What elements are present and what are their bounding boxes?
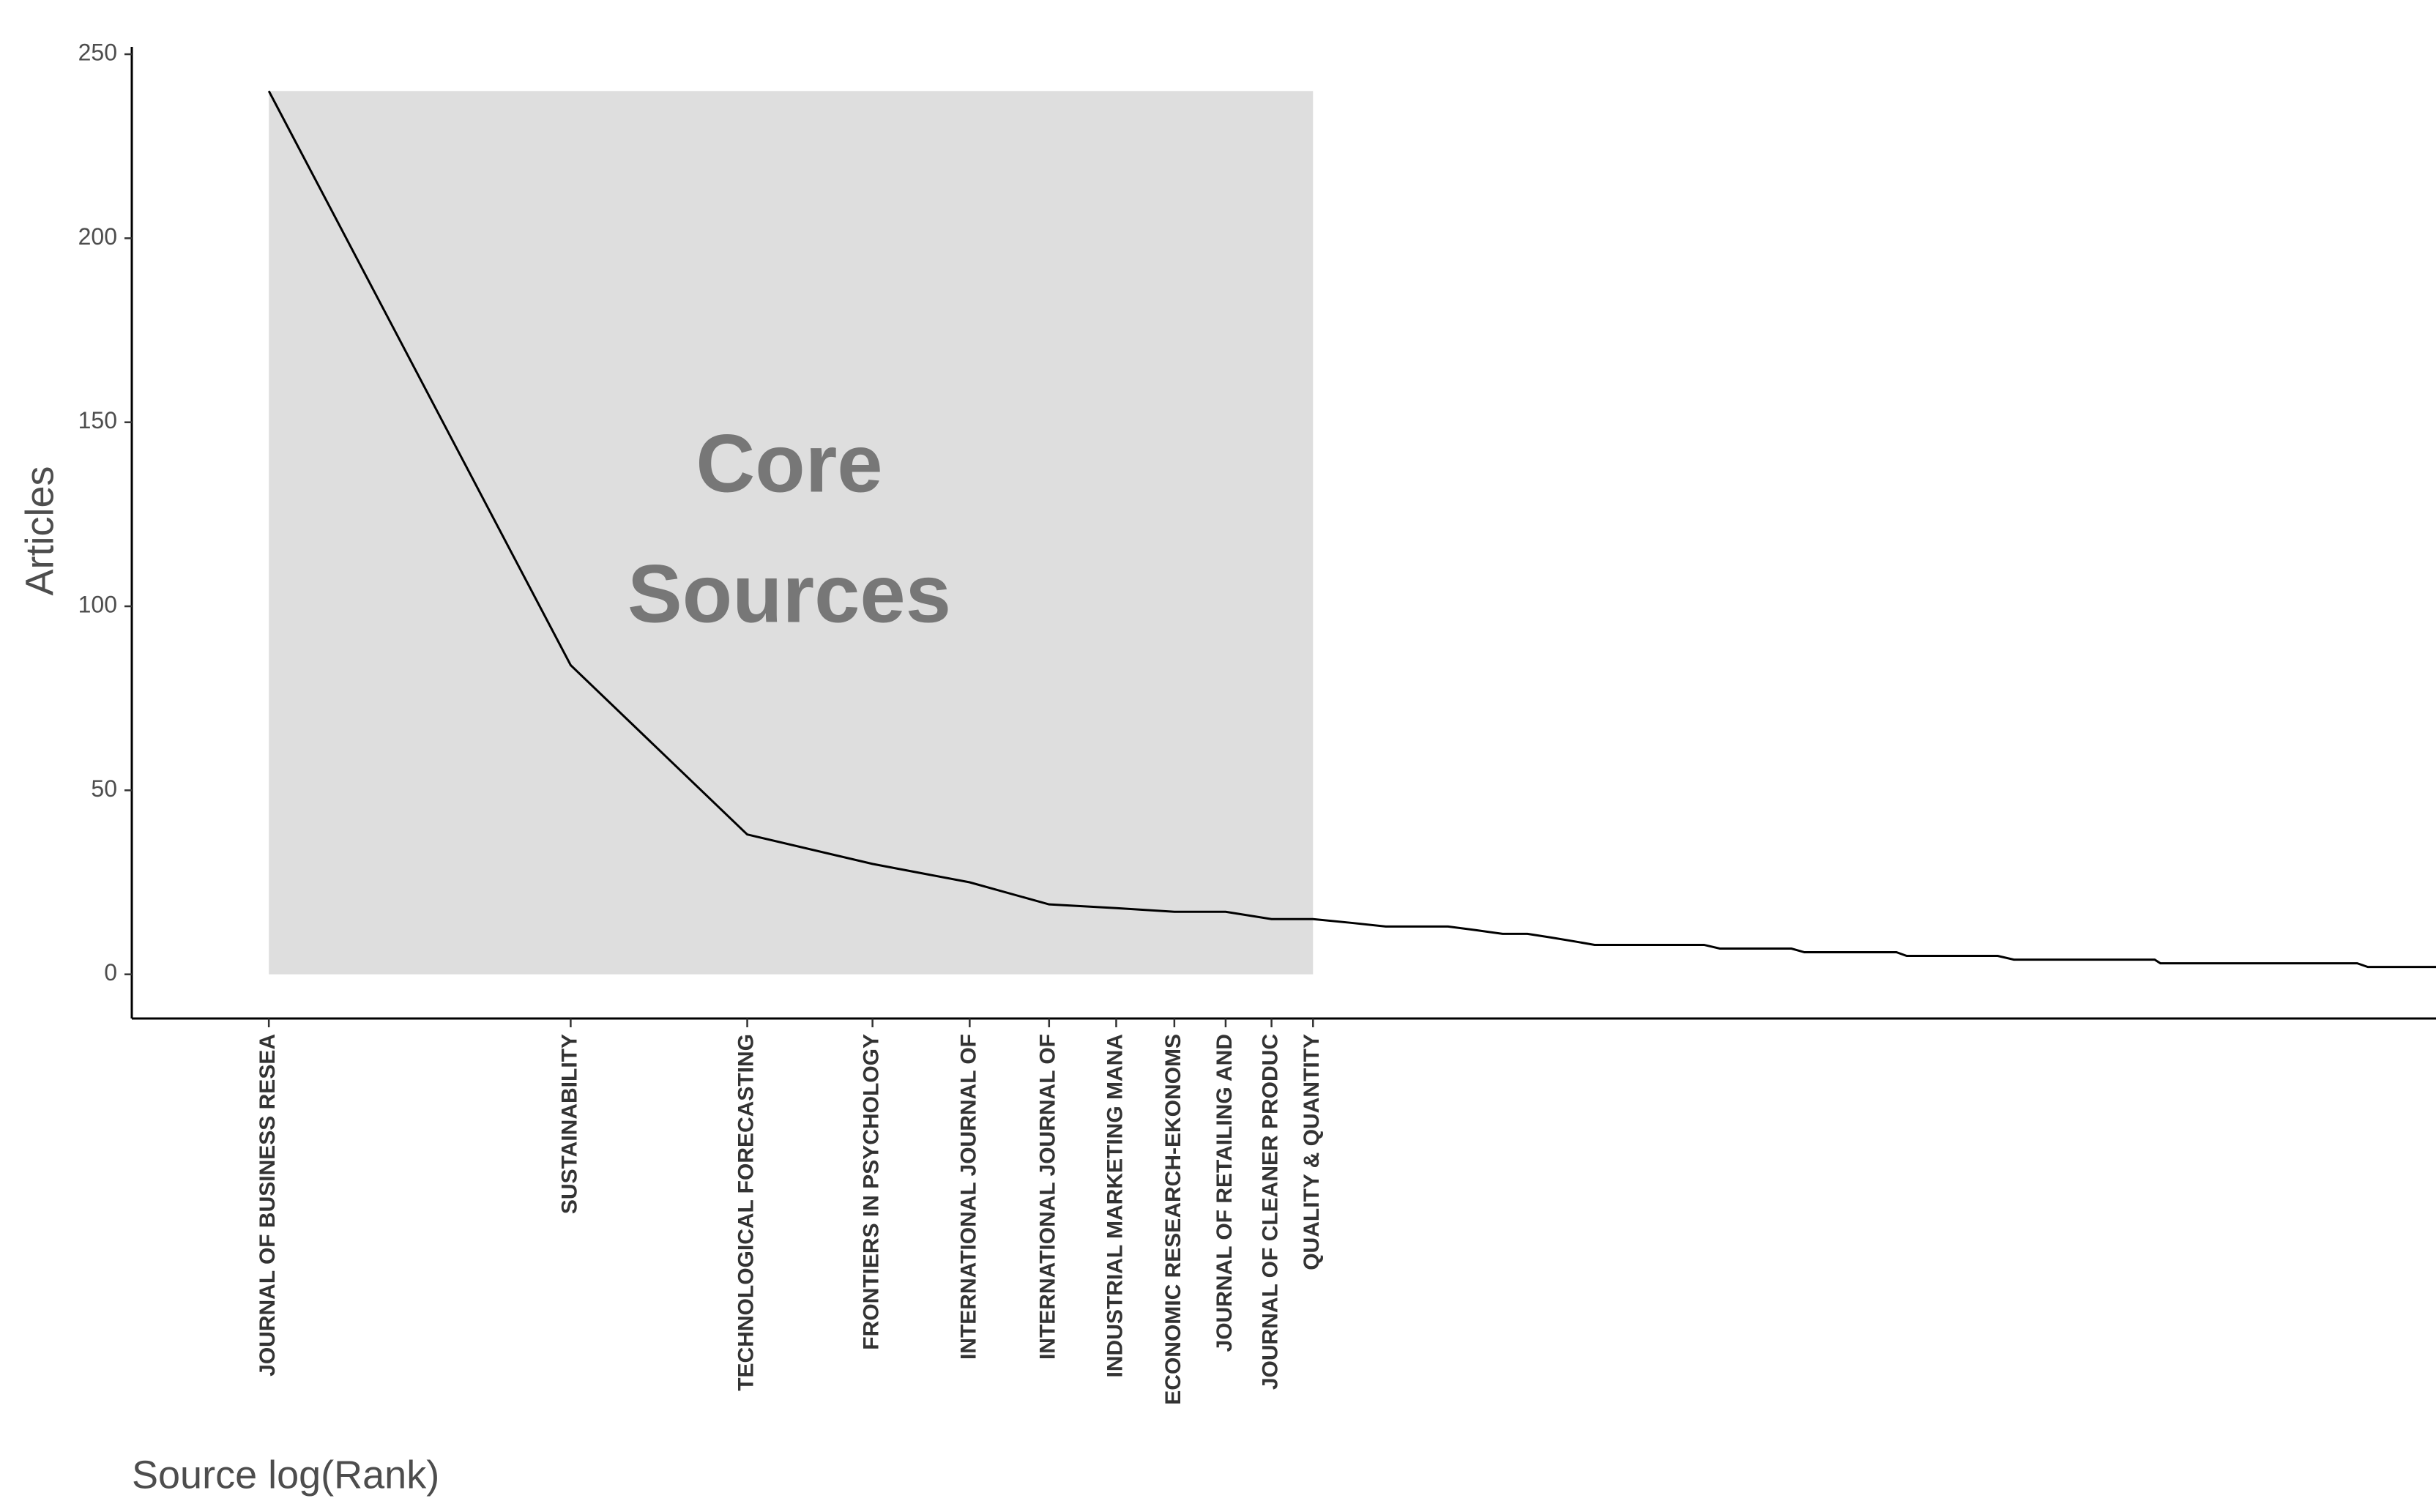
y-tick-label: 100	[78, 591, 117, 617]
y-tick-label: 250	[78, 40, 117, 66]
core-zone	[269, 91, 1314, 975]
annotation: Core	[696, 418, 882, 510]
y-tick-label: 150	[78, 407, 117, 433]
y-axis-title: Articles	[18, 466, 62, 595]
y-tick-label: 200	[78, 223, 117, 250]
annotation: Sources	[627, 548, 951, 640]
y-tick-label: 0	[104, 959, 117, 986]
x-tick-label: INTERNATIONAL JOURNAL OF	[1036, 1034, 1060, 1360]
x-tick-label: INDUSTRIAL MARKETING MANA	[1103, 1034, 1127, 1377]
x-tick-label: TECHNOLOGICAL FORECASTING	[734, 1034, 758, 1391]
x-axis-title: Source log(Rank)	[132, 1453, 439, 1497]
x-tick-label: ECONOMIC RESEARCH-EKONOMS	[1161, 1034, 1185, 1405]
x-tick-label: FRONTIERS IN PSYCHOLOGY	[860, 1034, 884, 1350]
data-line	[267, 90, 2436, 969]
x-tick-label: JOURNAL OF BUSINESS RESEA	[256, 1034, 280, 1377]
x-tick-label: JOURNAL OF CLEANER PRODUC	[1259, 1034, 1283, 1390]
x-tick-label: QUALITY & QUANTITY	[1300, 1034, 1324, 1270]
y-tick-label: 50	[91, 775, 117, 802]
x-tick-label: INTERNATIONAL JOURNAL OF	[956, 1034, 980, 1360]
x-tick-label: JOURNAL OF RETAILING AND	[1213, 1034, 1237, 1352]
x-tick-label: SUSTAINABILITY	[557, 1034, 581, 1214]
